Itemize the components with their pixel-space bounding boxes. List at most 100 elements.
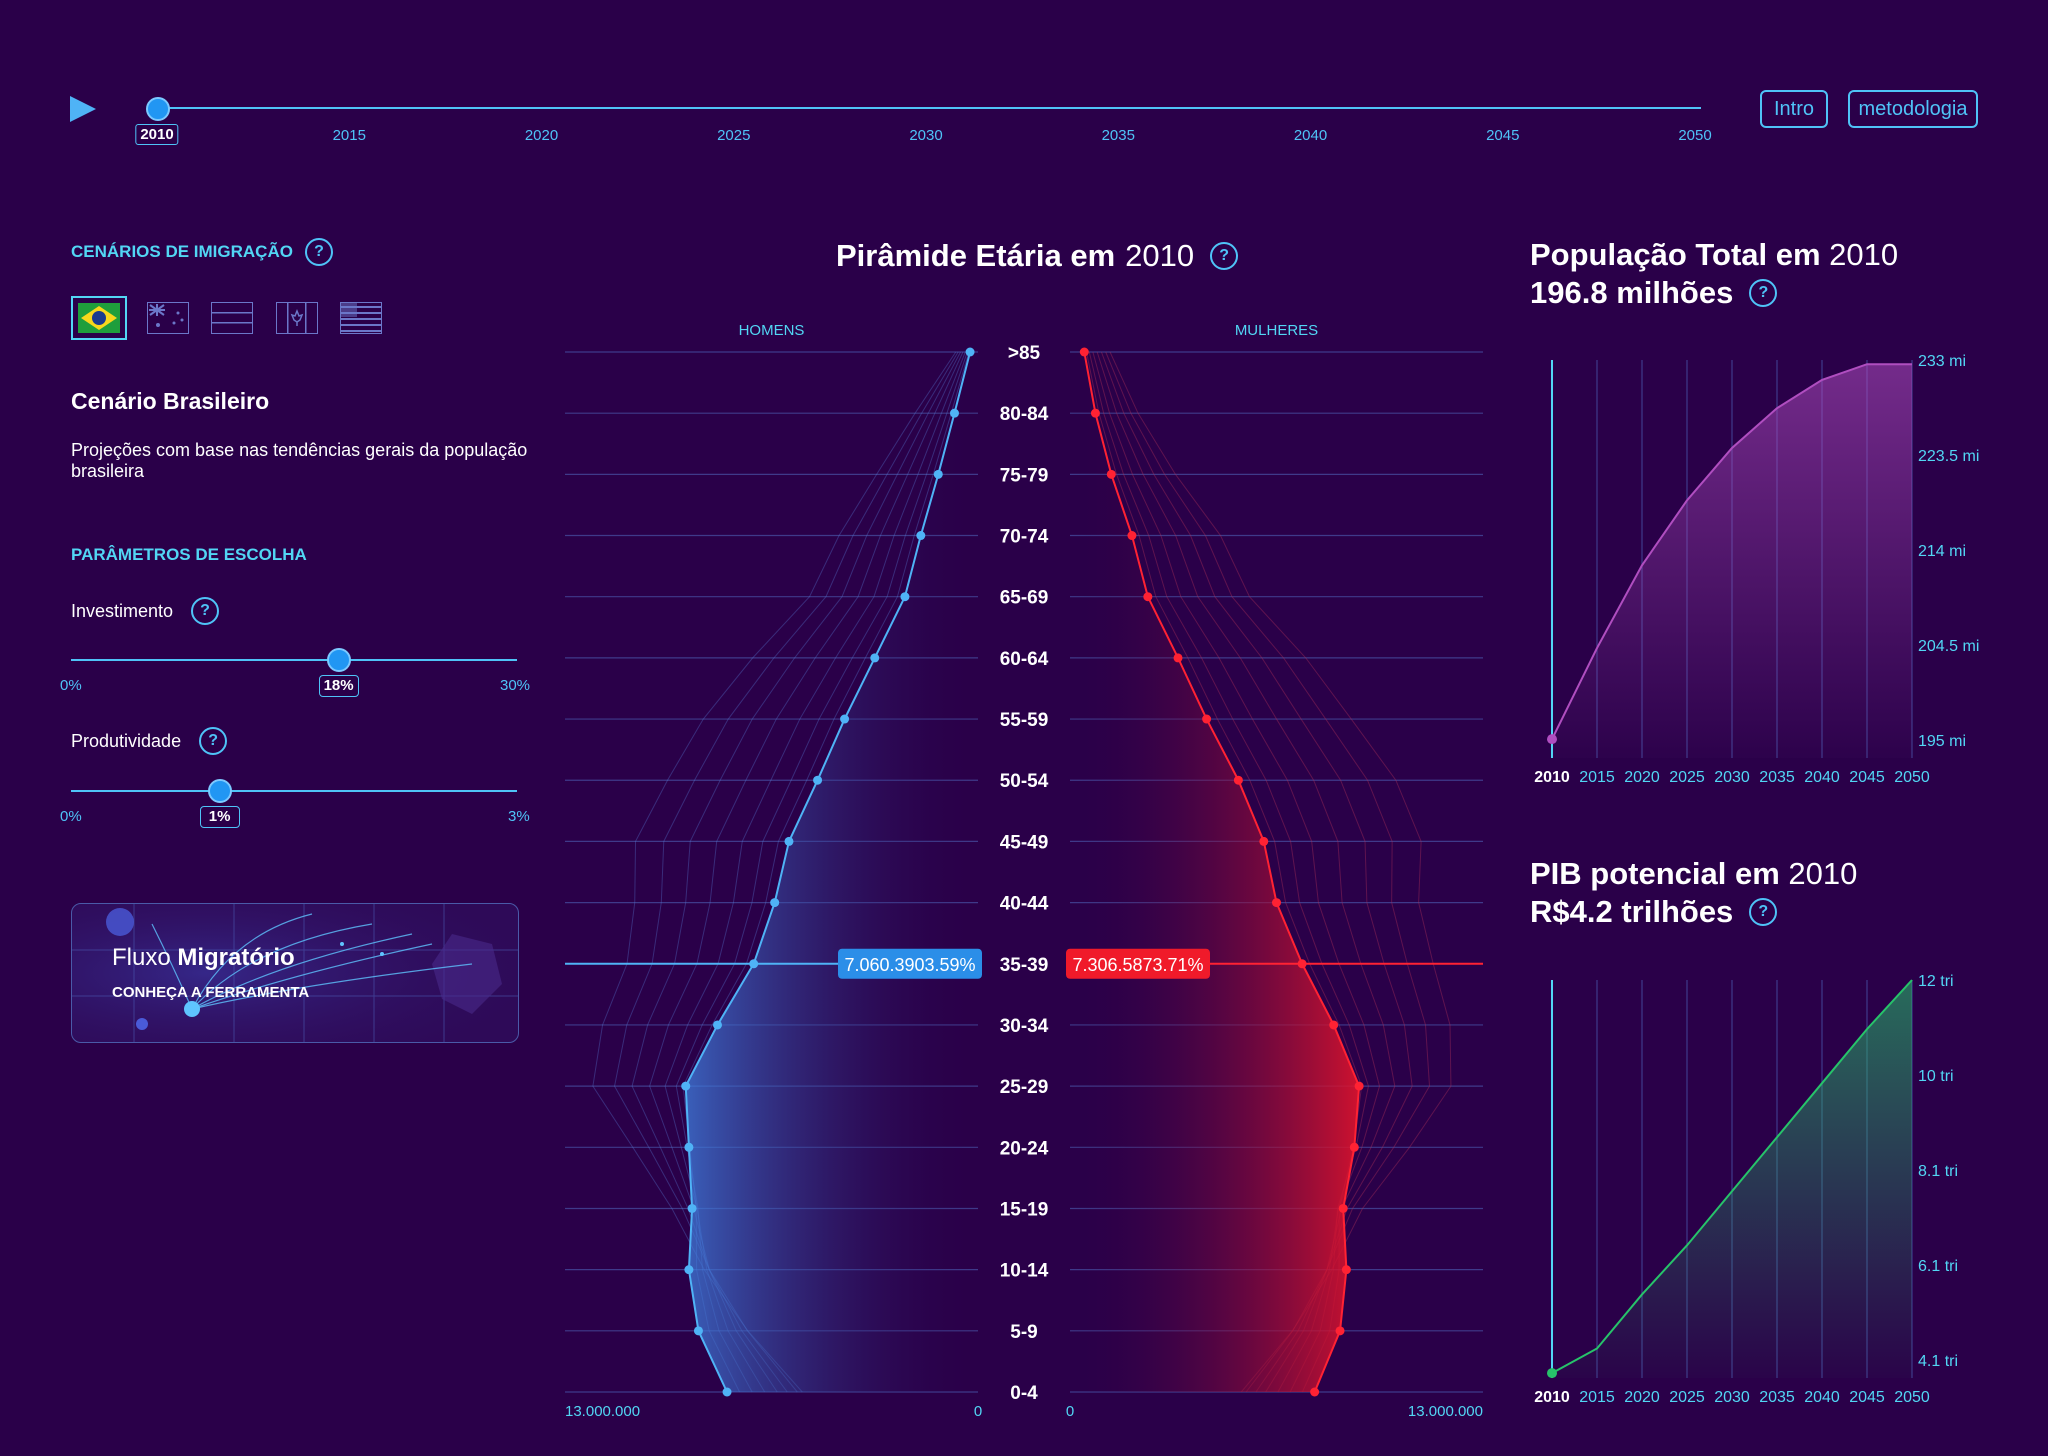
investimento-slider[interactable] <box>71 659 517 661</box>
investimento-min: 0% <box>60 677 82 694</box>
age-label: >85 <box>1008 343 1041 364</box>
women-point-80-84[interactable] <box>1090 408 1100 418</box>
help-icon[interactable]: ? <box>1749 898 1778 926</box>
pib-title-bold: PIB potencial em <box>1530 856 1780 891</box>
men-point-55-59[interactable] <box>840 714 850 724</box>
intro-button[interactable]: Intro <box>1760 90 1828 128</box>
help-icon[interactable]: ? <box>304 238 333 266</box>
pib-header: PIB potencial em 2010 R$4.2 trilhões? <box>1530 855 1857 931</box>
investimento-knob[interactable] <box>326 648 351 672</box>
timeline-knob[interactable] <box>146 97 170 121</box>
men-point-65-69[interactable] <box>900 592 910 602</box>
population-pyramid-chart: HOMENS MULHERES 0-4 5-9 10-14 15-19 20-24 25-29… <box>565 322 1483 1420</box>
x-tick-label: 2015 <box>1579 769 1615 786</box>
women-point-30-34[interactable] <box>1329 1020 1339 1030</box>
age-label: 40-44 <box>1000 894 1049 915</box>
help-icon[interactable]: ? <box>1749 279 1778 307</box>
fluxo-word1: Fluxo <box>112 944 171 971</box>
timeline-year-2035[interactable]: 2035 <box>1101 127 1135 144</box>
usa-flag-icon[interactable] <box>340 302 382 334</box>
women-point-40-44[interactable] <box>1272 898 1281 908</box>
men-point-0-4[interactable] <box>722 1387 732 1397</box>
women-point->85[interactable] <box>1079 347 1089 357</box>
y-tick-label: 204.5 mi <box>1918 638 1979 655</box>
men-series-line <box>684 351 972 1393</box>
men-point-35-39[interactable] <box>749 959 759 969</box>
age-label: 30-34 <box>1000 1016 1049 1037</box>
women-point-50-54[interactable] <box>1233 775 1243 785</box>
women-projection-line <box>1109 351 1452 1393</box>
help-icon[interactable]: ? <box>1210 242 1239 270</box>
women-point-65-69[interactable] <box>1143 592 1153 602</box>
pyramid-axis-label: 13.000.000 <box>1408 1403 1483 1420</box>
men-point-70-74[interactable] <box>916 531 926 541</box>
men-point-80-84[interactable] <box>949 408 959 418</box>
men-point-50-54[interactable] <box>813 775 823 785</box>
women-point-25-29[interactable] <box>1354 1081 1364 1091</box>
men-point-15-19[interactable] <box>687 1203 697 1213</box>
age-label: 35-39 <box>1000 955 1049 976</box>
men-point-25-29[interactable] <box>681 1081 691 1091</box>
metodologia-button[interactable]: metodologia <box>1848 90 1978 128</box>
women-point-35-39[interactable] <box>1297 959 1307 969</box>
pyramid-axis-label: 0 <box>1066 1403 1074 1420</box>
timeline-year-2045[interactable]: 2045 <box>1486 127 1520 144</box>
women-point-70-74[interactable] <box>1127 531 1137 541</box>
age-label: 0-4 <box>1010 1383 1038 1404</box>
timeline-year-2015[interactable]: 2015 <box>332 127 366 144</box>
men-point->85[interactable] <box>965 347 975 357</box>
stripes-flag-icon[interactable] <box>211 302 253 334</box>
men-projection-line <box>592 351 957 1393</box>
women-area <box>1070 352 1360 1392</box>
produtividade-knob[interactable] <box>207 779 232 803</box>
women-point-55-59[interactable] <box>1202 714 1212 724</box>
australia-flag-icon[interactable] <box>147 302 189 334</box>
series-line <box>1551 363 1912 740</box>
women-point-10-14[interactable] <box>1341 1265 1351 1275</box>
timeline-year-2050[interactable]: 2050 <box>1678 127 1712 144</box>
women-point-20-24[interactable] <box>1349 1142 1359 1152</box>
men-point-75-79[interactable] <box>933 469 943 479</box>
x-tick-label: 2025 <box>1669 1389 1705 1406</box>
women-point-15-19[interactable] <box>1338 1203 1348 1213</box>
produtividade-min: 0% <box>60 808 82 825</box>
y-tick-label: 233 mi <box>1918 353 1966 370</box>
men-point-5-9[interactable] <box>693 1326 703 1336</box>
pop-title-bold: População Total em <box>1530 237 1821 272</box>
men-point-45-49[interactable] <box>784 836 794 846</box>
men-point-40-44[interactable] <box>770 898 780 908</box>
timeline-year-2020[interactable]: 2020 <box>524 127 559 144</box>
men-point-60-64[interactable] <box>870 653 880 663</box>
timeline-year-2010[interactable]: 2010 <box>135 124 179 145</box>
produtividade-slider[interactable] <box>71 790 517 792</box>
timeline-year-2030[interactable]: 2030 <box>909 127 943 144</box>
timeline-year-2025[interactable]: 2025 <box>717 127 751 144</box>
women-point-5-9[interactable] <box>1335 1326 1345 1336</box>
timeline-year-2040[interactable]: 2040 <box>1293 127 1328 144</box>
age-label: 20-24 <box>1000 1138 1049 1159</box>
women-point-0-4[interactable] <box>1310 1387 1320 1397</box>
women-point-75-79[interactable] <box>1106 469 1116 479</box>
women-point-45-49[interactable] <box>1259 836 1269 846</box>
fluxo-migratorio-card[interactable]: Fluxo Migratório CONHEÇA A FERRAMENTA <box>71 903 519 1043</box>
men-point-20-24[interactable] <box>684 1142 694 1152</box>
men-point-10-14[interactable] <box>684 1265 694 1275</box>
svg-text:7.060.3903.59%: 7.060.3903.59% <box>844 955 975 975</box>
x-tick-label: 2050 <box>1894 769 1930 786</box>
help-icon[interactable]: ? <box>199 727 228 755</box>
produtividade-header: Produtividade ? <box>71 727 228 755</box>
x-tick-label: 2040 <box>1804 769 1840 786</box>
men-point-30-34[interactable] <box>712 1020 722 1030</box>
fluxo-subtitle: CONHEÇA A FERRAMENTA <box>112 984 310 1001</box>
cenarios-title: CENÁRIOS DE IMIGRAÇÃO <box>71 242 293 261</box>
play-button[interactable] <box>68 94 98 124</box>
help-icon[interactable]: ? <box>191 597 220 625</box>
current-year-point <box>1547 734 1557 745</box>
canada-flag-icon[interactable] <box>276 302 318 334</box>
timeline-track[interactable] <box>157 107 1701 109</box>
women-point-60-64[interactable] <box>1173 653 1183 663</box>
age-label: 80-84 <box>1000 404 1049 425</box>
world-map-thumbnail <box>72 904 518 1042</box>
brazil-flag-icon[interactable] <box>71 296 127 340</box>
y-tick-label: 4.1 tri <box>1918 1353 1958 1370</box>
